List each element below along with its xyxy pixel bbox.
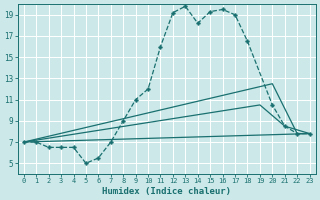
X-axis label: Humidex (Indice chaleur): Humidex (Indice chaleur) [102, 187, 231, 196]
